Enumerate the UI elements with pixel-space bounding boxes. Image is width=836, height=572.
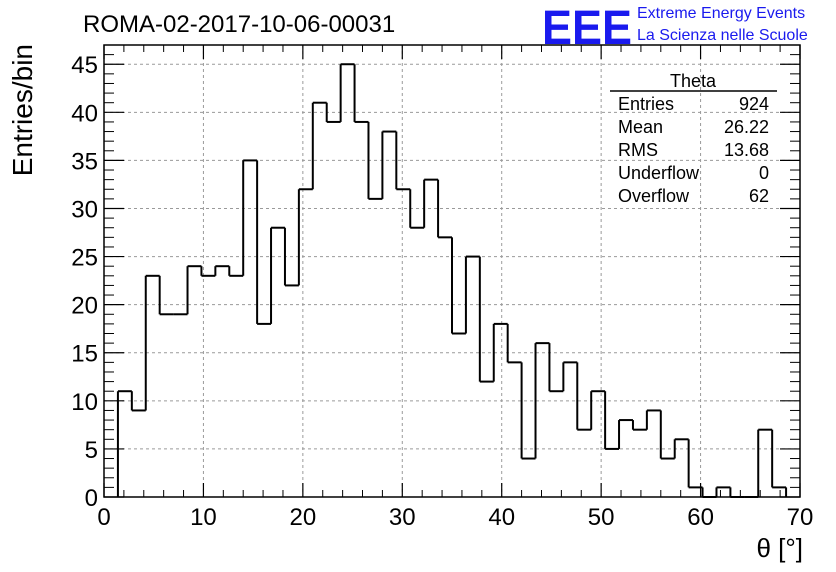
- x-tick-label: 0: [97, 504, 110, 531]
- eee-logo: EEE Extreme Energy Events La Scienza nel…: [542, 2, 808, 55]
- y-tick-label: 25: [71, 245, 98, 272]
- stats-value: 13.68: [724, 140, 769, 160]
- y-tick-label: 30: [71, 196, 98, 223]
- y-tick-label: 5: [85, 437, 98, 464]
- axis-ticks: [103, 44, 801, 498]
- stats-label: Underflow: [618, 163, 700, 183]
- x-tick-labels: 0 10 20 30 40 50 60 70: [97, 504, 813, 531]
- plot-frame: [103, 44, 801, 498]
- histogram-bars: [116, 63, 788, 498]
- stats-label: Overflow: [618, 186, 690, 206]
- y-axis-label: Entries/bin: [7, 44, 38, 176]
- stats-box: Theta Entries 924 Mean 26.22 RMS 13.68 Underfl…: [610, 71, 777, 206]
- y-tick-label: 35: [71, 148, 98, 175]
- y-tick-label: 10: [71, 389, 98, 416]
- stats-value: 62: [749, 186, 769, 206]
- y-tick-label: 0: [85, 485, 98, 512]
- x-tick-label: 30: [389, 504, 416, 531]
- stats-value: 924: [739, 94, 769, 114]
- y-tick-label: 40: [71, 100, 98, 127]
- x-tick-label: 40: [488, 504, 515, 531]
- x-tick-label: 70: [787, 504, 814, 531]
- x-tick-label: 20: [290, 504, 317, 531]
- logo-line-2: La Scienza nelle Scuole: [637, 27, 808, 44]
- y-tick-labels: 0 5 10 15 20 25 30 35 40 45: [71, 52, 98, 512]
- stats-value: 26.22: [724, 117, 769, 137]
- x-tick-label: 60: [687, 504, 714, 531]
- stats-label: Mean: [618, 117, 663, 137]
- x-axis-label: θ [°]: [756, 533, 803, 563]
- x-tick-label: 50: [588, 504, 615, 531]
- logo-mark: EEE: [542, 2, 632, 55]
- y-tick-label: 20: [71, 293, 98, 320]
- stats-label: RMS: [618, 140, 658, 160]
- y-tick-label: 15: [71, 341, 98, 368]
- chart-title: ROMA-02-2017-10-06-00031: [83, 11, 395, 38]
- stats-title: Theta: [670, 71, 717, 91]
- stats-value: 0: [759, 163, 769, 183]
- x-tick-label: 10: [190, 504, 217, 531]
- stats-label: Entries: [618, 94, 674, 114]
- y-tick-label: 45: [71, 52, 98, 79]
- logo-line-1: Extreme Energy Events: [637, 5, 805, 22]
